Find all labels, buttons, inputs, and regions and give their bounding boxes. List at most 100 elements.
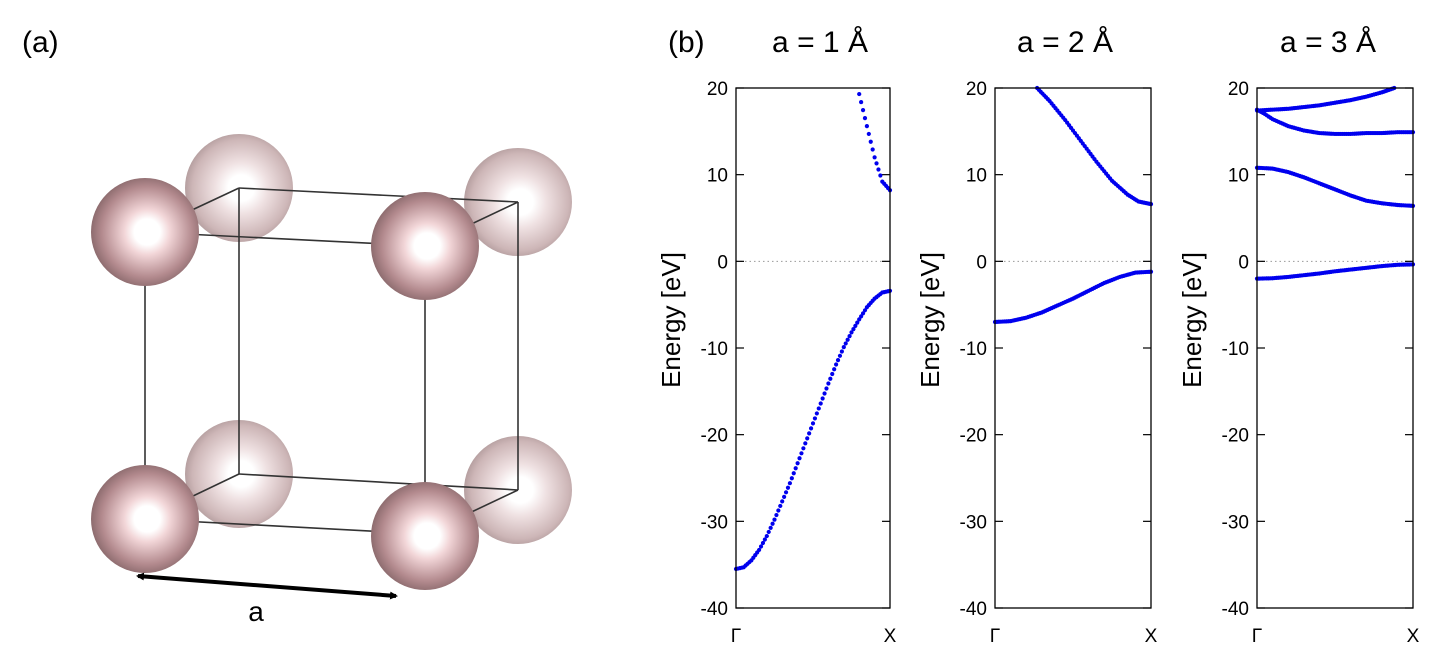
band-point [780,499,785,504]
chart-frame [994,87,1152,609]
band-point [795,461,800,466]
y-tick-label: 10 [1228,166,1249,187]
band-point [797,456,802,461]
band-point [814,411,819,416]
edge-back-bottom [238,473,519,491]
band-point [787,481,793,486]
band-point [824,386,829,391]
band-point [860,311,866,316]
band-point [857,91,862,97]
y-tick-label: 20 [1228,79,1249,100]
band-point [834,362,839,367]
y-tick-label: 0 [717,252,728,273]
band-point [859,314,864,319]
band-point [764,533,769,539]
x-tick-label: X [884,626,897,647]
chart-title: a = 2 Å [1017,26,1113,59]
band-point [782,494,787,499]
panel-b-label: (b) [668,26,705,59]
band-point [841,345,846,350]
band-point [876,167,881,172]
band-point [878,173,883,178]
band-point [799,451,804,456]
band-point [849,330,854,335]
x-tick-label: Γ [990,626,1000,647]
band-point [866,131,871,137]
band-point [758,544,764,549]
band-point [864,124,870,129]
y-tick-label: 20 [966,79,987,100]
atom-front-top-right [371,192,479,300]
chart-title: a = 3 Å [1280,26,1376,59]
band-point [828,376,833,381]
band-point [839,349,844,354]
y-tick-label: 0 [1238,252,1249,273]
band-point [812,416,818,421]
y-tick-label: -40 [1222,599,1249,620]
band-point [874,161,879,166]
band-point [818,401,823,406]
band-point [774,512,779,518]
band-point [845,337,850,342]
y-tick-label: -20 [960,426,987,447]
band-chart-2: a = 2 Å 20 10 0 -10 -20 -30 -40Γ X Energy [eV] [915,26,1158,647]
band-point [793,466,798,471]
y-tick-label: -40 [701,599,728,620]
y-tick-label: -40 [960,599,987,620]
y-tick-label: 20 [707,79,728,100]
band-point [857,317,862,322]
band-point [810,421,816,426]
band-point [760,540,766,546]
y-tick-label: 10 [707,166,728,187]
panel-a-label: (a) [22,26,59,59]
y-tick-label: -20 [1222,426,1249,447]
y-tick-label: -30 [1222,512,1249,533]
band-point [851,327,856,332]
atom-front-bottom-right [371,482,479,590]
band-point [791,471,796,476]
y-tick-label: -20 [701,426,728,447]
band-chart-3: a = 3 Å 20 10 0 -10 -20 -30 -40Γ X Energy [eV] [1177,26,1420,647]
band-point [816,406,821,411]
band-chart-1: a = 1 Å 20 10 0 -10 -20 -30 -40Γ X Energy [eV] [656,26,897,647]
band-point [830,371,835,377]
x-tick-label: X [1407,626,1420,647]
band-point [859,99,864,105]
lattice-arrow [136,572,398,600]
band-point [860,108,866,113]
chart-frame [1256,87,1414,609]
band-point [807,431,812,436]
lattice-constant-label: a [248,596,264,627]
band-series-1 [992,269,1154,325]
band-series-1 [733,288,893,572]
band-point [862,308,868,313]
band-point [826,381,831,386]
y-tick-label: -10 [701,339,728,360]
band-point [835,358,841,363]
band-point [808,426,814,431]
x-tick-label: Γ [731,626,741,647]
x-tick-label: X [1145,626,1158,647]
x-tick-label: Γ [1252,626,1262,647]
y-axis-label: Energy [eV] [1177,252,1207,388]
y-tick-label: -30 [960,512,987,533]
band-point [762,537,767,542]
y-axis-label: Energy [eV] [915,252,945,388]
band-point [862,116,868,121]
band-point [772,517,777,522]
band-point [820,396,825,401]
atom-front-bottom-left [91,465,199,573]
band-point [872,155,877,160]
y-tick-label: -10 [960,339,987,360]
y-axis-label: Energy [eV] [656,252,686,388]
band-point [853,323,858,328]
band-point [822,391,827,396]
band-point [803,441,808,446]
band-point [847,333,852,339]
y-tick-label: 10 [966,166,987,187]
front-atoms [91,178,479,590]
chart-title: a = 1 Å [772,26,868,59]
band-point [778,503,783,509]
